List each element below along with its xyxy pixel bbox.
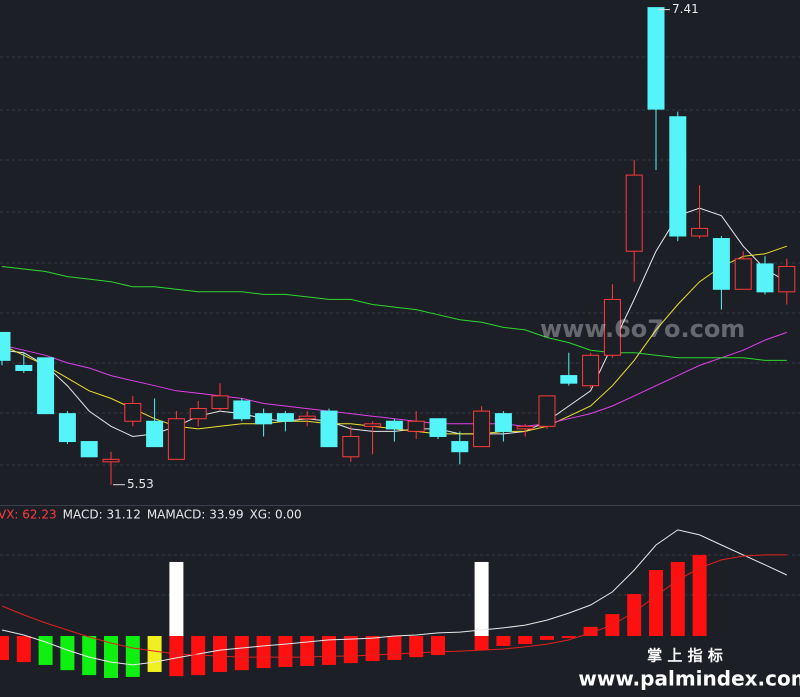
candle-body: [364, 423, 382, 427]
macd-bar: [365, 636, 380, 662]
candle-body: [124, 402, 142, 422]
indicator-line: [1, 529, 788, 666]
signal-bar: [169, 561, 184, 637]
candle-body: [189, 408, 207, 420]
max-label: 7.41: [672, 2, 699, 16]
candle-body: [712, 238, 730, 290]
candle-body: [625, 174, 643, 252]
macd-bar: [343, 636, 358, 664]
candle-body: [385, 420, 403, 430]
candle-body: [494, 413, 512, 432]
macd-bar: [213, 636, 227, 672]
candle-body: [691, 227, 709, 237]
macd-bar: [540, 636, 554, 640]
macd-bar: [278, 636, 293, 668]
candle-body: [647, 7, 665, 110]
watermark-title: 掌 上 指 标: [647, 647, 723, 665]
macd-bar: [104, 636, 118, 678]
macd-bar: [60, 636, 75, 671]
candle-body: [342, 435, 360, 458]
macd-bar: [322, 636, 336, 665]
macd-bar: [125, 636, 140, 677]
candle-body: [538, 395, 556, 427]
candle-body: [669, 116, 687, 237]
macd-bar: [147, 636, 162, 672]
candle-body: [211, 395, 229, 410]
candle-body: [0, 331, 11, 361]
macd-bar: [518, 636, 533, 645]
candle-body: [167, 418, 185, 460]
legend-text: VX: 62.23: [0, 508, 57, 522]
macd-bar: [649, 570, 663, 637]
macd-bar: [409, 636, 424, 658]
min-label: 5.53: [127, 477, 154, 491]
macd-bar: [670, 561, 685, 637]
candle-body: [255, 413, 273, 425]
macd-bar: [256, 636, 271, 669]
candle-body: [756, 263, 774, 293]
macd-bar: [431, 636, 445, 656]
candle-body: [407, 420, 425, 432]
candle-body: [603, 298, 621, 356]
candle-body: [429, 418, 447, 437]
macd-bar: [300, 636, 315, 666]
candle-body: [516, 425, 534, 430]
legend-text: MAMACD: 33.99: [147, 508, 244, 522]
candle-body: [80, 441, 98, 458]
candle-body: [734, 258, 752, 290]
ma-line: [1, 266, 787, 361]
candle-body: [451, 441, 469, 453]
ma-line: [1, 331, 787, 427]
legend-text: XG: 0.00: [250, 508, 302, 522]
macd-bar: [496, 636, 511, 646]
candle-body: [233, 400, 251, 420]
macd-bar: [0, 636, 9, 660]
signal-bar: [474, 561, 489, 637]
candle-body: [560, 375, 578, 384]
macd-bar: [387, 636, 402, 660]
candle-body: [15, 364, 33, 372]
indicator-line: [1, 554, 787, 658]
candle-body: [778, 265, 796, 293]
macd-bar: [583, 626, 598, 637]
candle-body: [582, 354, 600, 387]
macd-bar: [692, 554, 707, 637]
macd-bar: [191, 636, 206, 676]
candle-body: [276, 413, 294, 422]
candle-body: [298, 415, 316, 420]
watermark: www.6o7o.com: [540, 315, 745, 343]
macd-bar: [627, 594, 642, 637]
candle-body: [102, 458, 120, 463]
candle-body: [37, 357, 55, 415]
candle-body: [58, 413, 76, 443]
candle-body: [473, 410, 491, 448]
macd-bar: [561, 636, 576, 639]
watermark-url: www.palmindex.com: [578, 667, 800, 691]
macd-bar: [16, 636, 31, 663]
legend-text: MACD: 31.12: [63, 508, 141, 522]
macd-bar: [474, 636, 489, 651]
candle-body: [320, 410, 338, 448]
macd-bar: [234, 636, 249, 671]
macd-bar: [82, 636, 97, 676]
candle-body: [146, 420, 164, 448]
macd-bar: [169, 636, 184, 677]
